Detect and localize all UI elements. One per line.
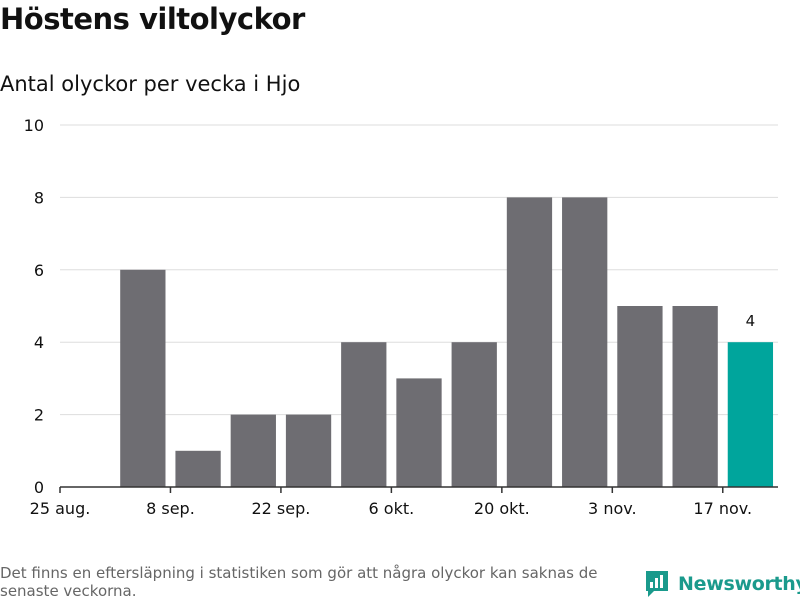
x-tick-label: 3 nov. [588,499,637,518]
footnote: Det finns en eftersläpning i statistiken… [0,564,598,600]
y-tick-label: 6 [34,261,44,280]
chart-title: Höstens viltolyckor [0,2,305,36]
bar [396,378,442,487]
x-tick-label: 6 okt. [369,499,415,518]
bar [562,197,608,487]
x-tick-label: 25 aug. [30,499,91,518]
brand-name: Newsworthy [678,573,800,595]
bar [230,414,276,487]
bar [727,342,774,487]
y-tick-label: 0 [34,478,44,497]
bar-chart: 0 2 4 6 8 10 4 25 aug. 8 sep. 22 sep. 6 okt. 20 o… [24,116,778,518]
x-tick-label: 20 okt. [474,499,530,518]
x-axis: 25 aug. 8 sep. 22 sep. 6 okt. 20 okt. 3 nov. 1… [30,486,778,518]
bar [120,269,166,487]
bar [285,414,332,487]
data-label: 4 [746,312,756,330]
bar [672,306,718,487]
y-tick-label: 2 [34,406,44,425]
x-tick-label: 22 sep. [251,499,310,518]
x-tick-label: 17 nov. [693,499,752,518]
data-labels: 4 [746,312,756,330]
chart-subtitle: Antal olyckor per vecka i Hjo [0,72,301,96]
bar [451,342,497,487]
newsworthy-chart-bubble-icon [646,571,668,597]
bar [506,197,553,487]
bar [617,306,663,487]
bar [175,450,221,487]
gridlines [60,124,778,416]
newsworthy-logo: Newsworthy [644,570,800,598]
bar [341,342,387,487]
y-tick-label: 4 [34,333,44,352]
y-tick-label: 10 [24,116,44,135]
y-tick-label: 8 [34,188,44,207]
x-tick-label: 8 sep. [146,499,195,518]
bars [120,197,774,487]
y-axis-ticks: 0 2 4 6 8 10 [24,116,44,497]
